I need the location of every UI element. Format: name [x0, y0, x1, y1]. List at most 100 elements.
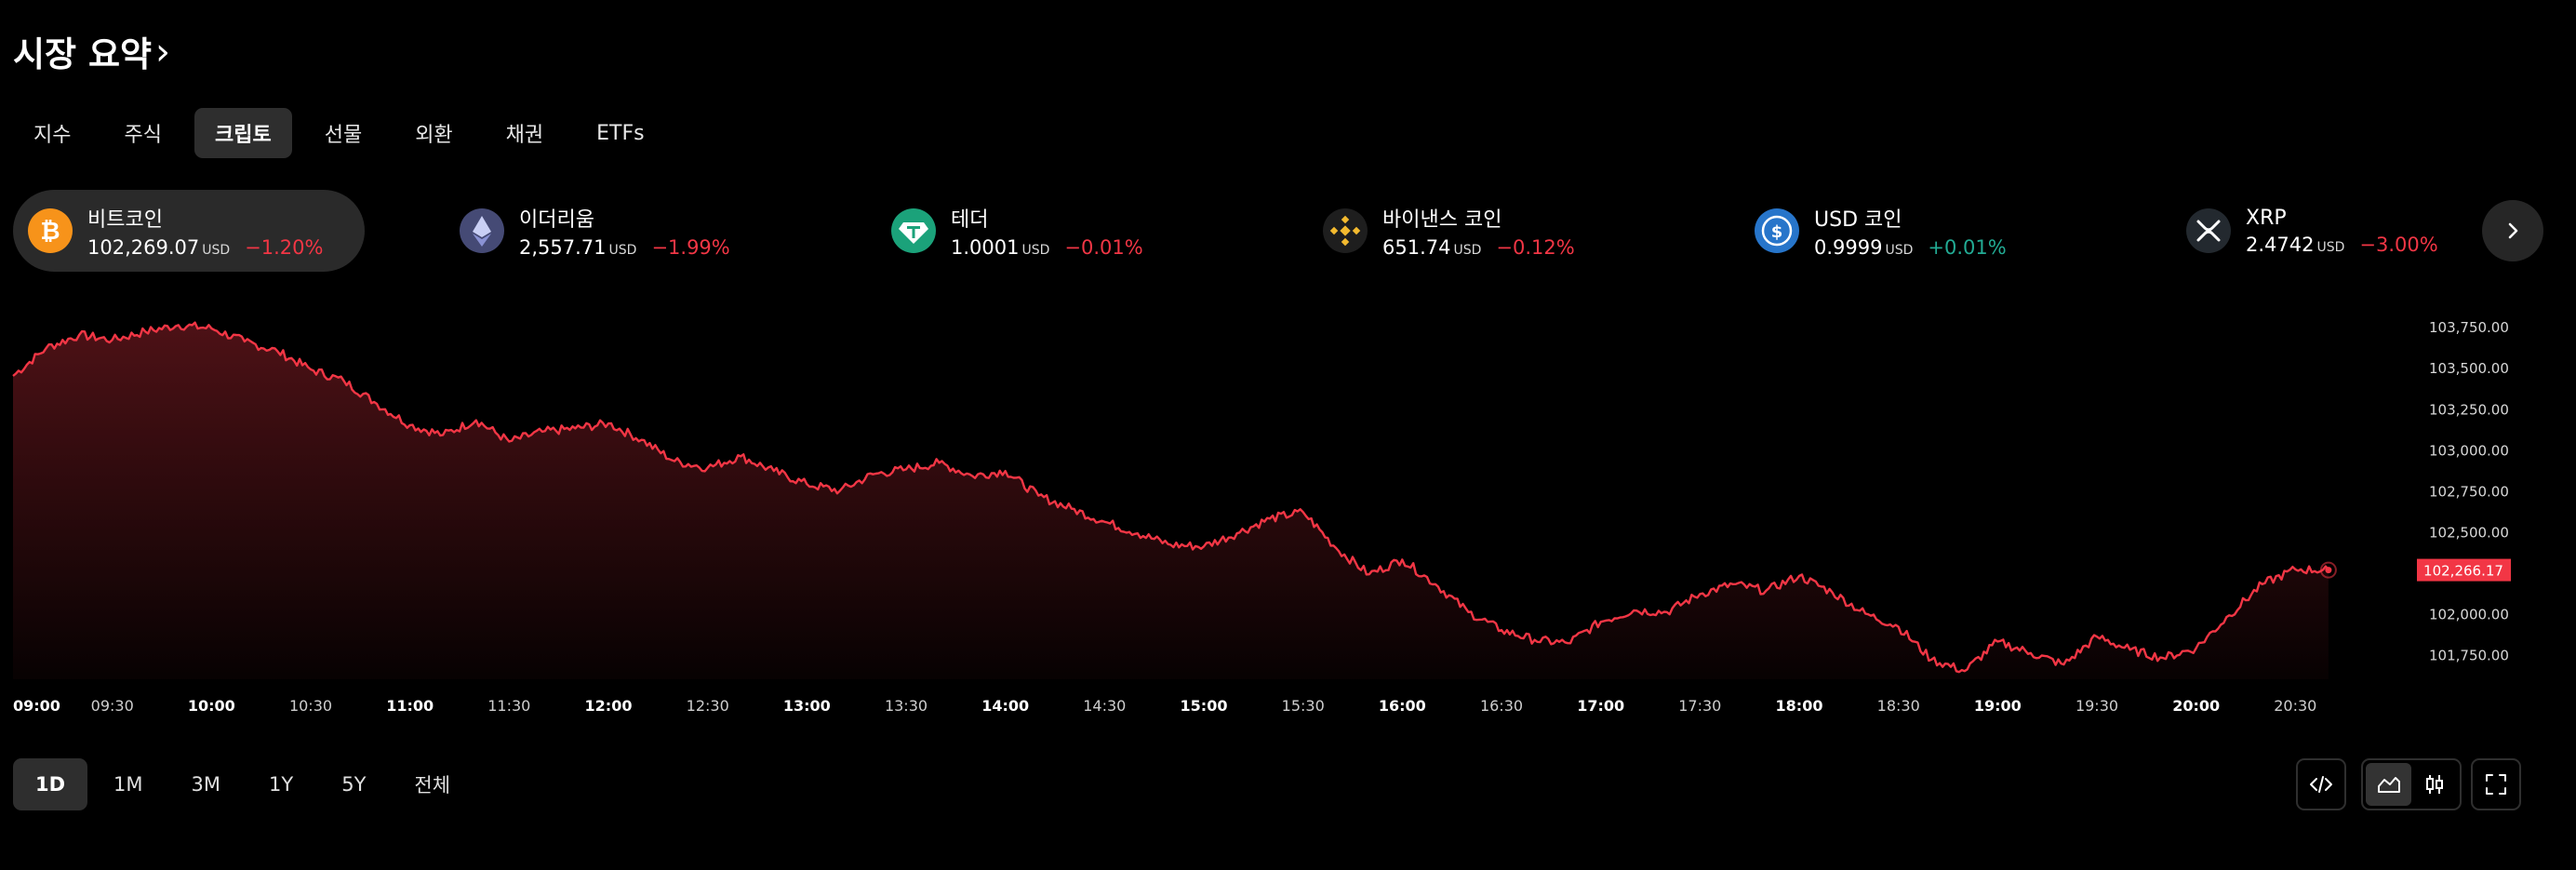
x-axis-tick-label: 19:00 — [1974, 697, 2022, 715]
ticker-change: −3.00% — [2359, 233, 2438, 256]
tab-forex[interactable]: 외환 — [415, 124, 453, 147]
ticker-price: 1.0001 — [951, 236, 1020, 259]
candlestick-icon — [2425, 775, 2443, 794]
candlestick-chart-button[interactable] — [2411, 763, 2457, 806]
ticker-name: 바이낸스 코인 — [1382, 208, 1502, 232]
x-axis-tick-label: 15:30 — [1282, 697, 1325, 715]
x-axis-tick-label: 14:00 — [981, 697, 1029, 715]
ticker-price: 0.9999 — [1814, 236, 1883, 259]
price-area-fill — [13, 322, 2329, 679]
ticker-unit: USD — [608, 243, 637, 258]
y-axis-tick-label: 103,500.00 — [2429, 360, 2509, 377]
x-axis-tick-label: 13:00 — [783, 697, 831, 715]
chart-type-toggle — [2361, 758, 2462, 810]
x-axis-tick-label: 14:30 — [1083, 697, 1126, 715]
x-axis-tick-label: 12:30 — [687, 697, 729, 715]
y-axis-tick-label: 102,500.00 — [2429, 524, 2509, 541]
chevron-right-icon — [2508, 222, 2518, 239]
x-axis-tick-label: 18:30 — [1877, 697, 1920, 715]
svg-text:₿: ₿ — [40, 218, 60, 246]
x-axis-tick-label: 10:30 — [289, 697, 332, 715]
last-price-marker-ring — [2319, 561, 2337, 579]
x-axis-tick-label: 16:30 — [1480, 697, 1523, 715]
category-tabs: 지수 주식 크립토 선물 외환 채권 ETFs — [13, 108, 677, 158]
ticker-unit: USD — [1453, 243, 1482, 258]
ticker-unit: USD — [1885, 243, 1914, 258]
price-line — [12, 321, 2329, 674]
fullscreen-icon — [2486, 774, 2506, 795]
fullscreen-button[interactable] — [2471, 758, 2521, 810]
y-axis-tick-label: 102,750.00 — [2429, 483, 2509, 500]
page-title-text: 시장 요약 — [13, 34, 153, 74]
ticker-xrp[interactable]: XRP 2.4742 USD −3.00% — [2186, 190, 2438, 272]
chevron-right-icon: › — [155, 31, 171, 74]
tether-icon — [891, 208, 936, 253]
y-axis-tick-label: 103,000.00 — [2429, 442, 2509, 459]
y-axis-tick-label: 103,750.00 — [2429, 319, 2509, 336]
ticker-change: −1.20% — [245, 236, 324, 259]
next-tickers-button[interactable] — [2482, 200, 2543, 261]
x-axis-tick-label: 19:30 — [2075, 697, 2118, 715]
ticker-price: 2.4742 — [2246, 233, 2315, 256]
x-axis-tick-label: 20:00 — [2172, 697, 2220, 715]
range-5y[interactable]: 5Y — [341, 773, 367, 796]
ticker-price: 2,557.71 — [519, 236, 607, 259]
ticker-unit: USD — [2316, 239, 2345, 255]
last-price-label: 102,266.17 — [2423, 563, 2503, 580]
ticker-bitcoin[interactable]: ₿ 비트코인 102,269.07 USD −1.20% — [13, 190, 365, 272]
x-axis-tick-label: 20:30 — [2274, 697, 2316, 715]
x-axis-tick-label: 18:00 — [1776, 697, 1823, 715]
range-1m[interactable]: 1M — [113, 773, 143, 796]
y-axis-tick-label: 102,000.00 — [2429, 607, 2509, 623]
tab-futures[interactable]: 선물 — [324, 124, 363, 147]
ticker-name: USD 코인 — [1814, 208, 1902, 232]
y-axis-tick-label: 103,250.00 — [2429, 401, 2509, 418]
last-price-marker — [2325, 567, 2332, 574]
bitcoin-icon: ₿ — [28, 208, 73, 253]
tab-stocks[interactable]: 주식 — [124, 124, 162, 147]
tab-bonds[interactable]: 채권 — [505, 124, 544, 147]
range-1y[interactable]: 1Y — [269, 773, 294, 796]
price-chart[interactable]: 103,750.00 103,500.00 103,250.00 103,000.00… — [0, 307, 2576, 726]
xrp-icon — [2186, 208, 2231, 253]
ticker-change: +0.01% — [1928, 236, 2007, 259]
ticker-change: −1.99% — [651, 236, 730, 259]
tab-index[interactable]: 지수 — [33, 124, 72, 147]
ticker-ethereum[interactable]: 이더리움 2,557.71 USD −1.99% — [460, 190, 730, 272]
range-all[interactable]: 전체 — [414, 774, 451, 796]
ticker-list: ₿ 비트코인 102,269.07 USD −1.20% 이더리움 2,557.… — [13, 190, 2450, 272]
tab-crypto[interactable]: 크립토 — [194, 108, 292, 158]
usd-coin-icon: $ — [1755, 208, 1799, 253]
range-3m[interactable]: 3M — [191, 773, 221, 796]
area-chart-icon — [2377, 777, 2400, 793]
ticker-change: −0.01% — [1064, 236, 1143, 259]
y-axis-tick-label: 101,750.00 — [2429, 648, 2509, 664]
ticker-tether[interactable]: 테더 1.0001 USD −0.01% — [891, 190, 1143, 272]
ticker-unit: USD — [1021, 243, 1050, 258]
embed-button[interactable] — [2296, 758, 2346, 810]
x-axis-tick-label: 09:00 — [13, 697, 60, 715]
area-chart-button[interactable] — [2366, 763, 2411, 806]
ticker-usd-coin[interactable]: $ USD 코인 0.9999 USD +0.01% — [1755, 190, 2007, 272]
ticker-change: −0.12% — [1496, 236, 1575, 259]
x-axis-tick-label: 09:30 — [91, 697, 134, 715]
ticker-name: 비트코인 — [87, 208, 163, 232]
x-axis-tick-label: 16:00 — [1379, 697, 1426, 715]
code-icon — [2310, 776, 2332, 793]
last-price-tag — [2417, 558, 2511, 582]
ticker-name: 테더 — [951, 208, 989, 232]
x-axis-tick-label: 11:00 — [386, 697, 434, 715]
ticker-binance-coin[interactable]: 바이낸스 코인 651.74 USD −0.12% — [1323, 190, 1575, 272]
page-title[interactable]: 시장 요약 › — [13, 26, 170, 76]
svg-text:$: $ — [1771, 222, 1783, 242]
ticker-price: 102,269.07 — [87, 236, 200, 259]
ticker-price: 651.74 — [1382, 236, 1451, 259]
binance-coin-icon — [1323, 208, 1368, 253]
tab-etfs[interactable]: ETFs — [596, 121, 645, 145]
x-axis-tick-label: 17:30 — [1678, 697, 1721, 715]
x-axis-tick-label: 10:00 — [188, 697, 235, 715]
ethereum-icon — [460, 208, 504, 253]
range-1d[interactable]: 1D — [13, 758, 88, 810]
x-axis-tick-label: 15:00 — [1181, 697, 1228, 715]
ticker-name: XRP — [2246, 206, 2287, 230]
